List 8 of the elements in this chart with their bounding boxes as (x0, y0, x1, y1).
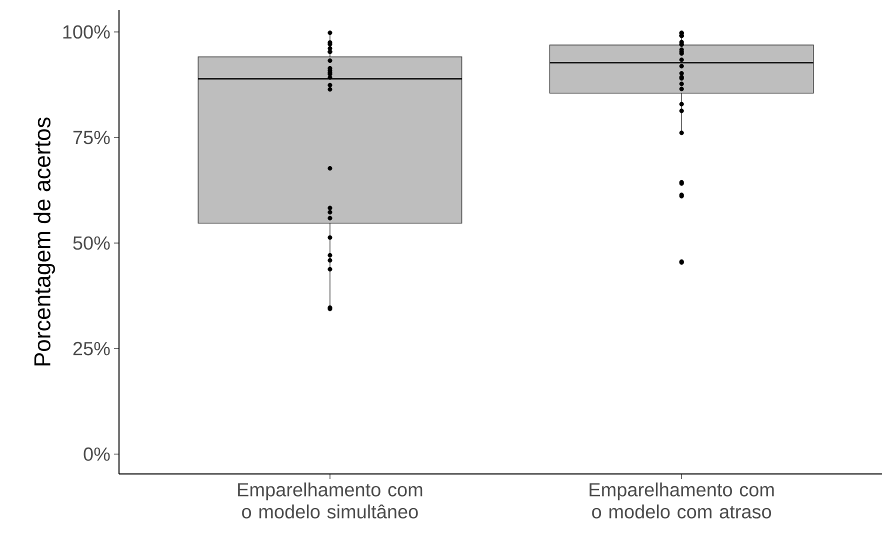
x-tick-label: Emparelhamento com o modelo simultâneo (238, 482, 422, 518)
y-axis-title: Porcentagem de acertos (34, 118, 56, 366)
y-tick-label: 25% (73, 342, 110, 356)
y-tick-label: 100% (63, 25, 110, 39)
y-tick-label: 75% (73, 130, 110, 144)
x-tick-label: Emparelhamento com o modelo com atraso (590, 482, 774, 518)
y-tick-label: 0% (84, 447, 110, 461)
y-tick-label: 50% (73, 236, 110, 250)
